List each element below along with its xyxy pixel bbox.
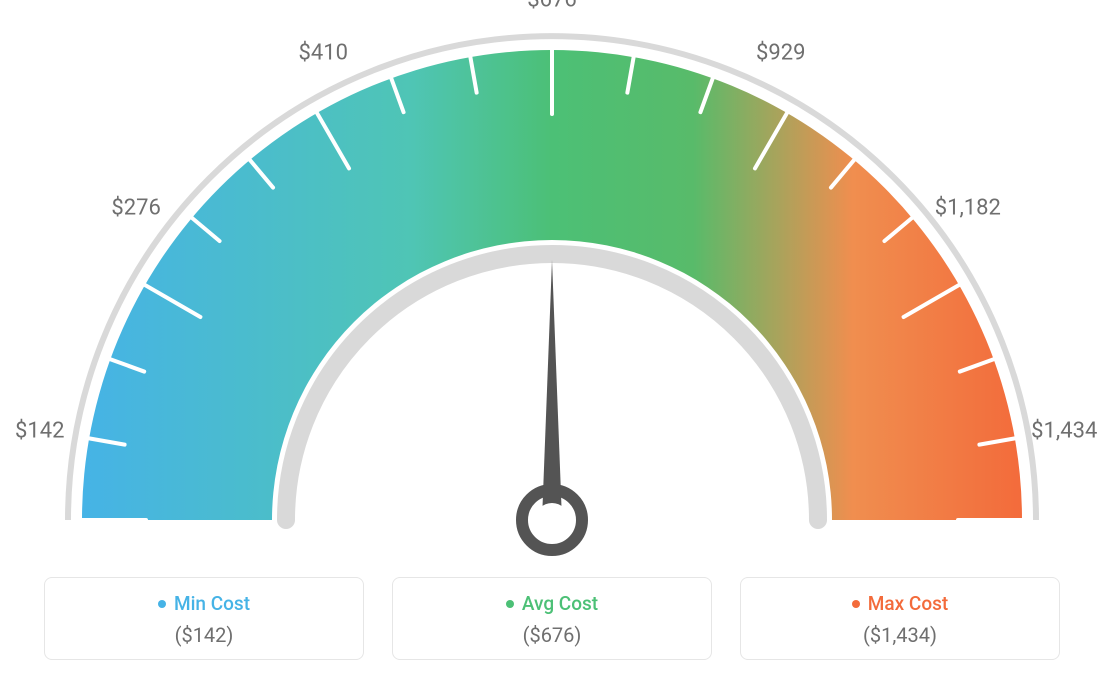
legend-title-max: Max Cost <box>852 592 948 615</box>
gauge-svg <box>0 0 1104 560</box>
legend-dot-avg <box>506 600 514 608</box>
gauge-scale-label: $276 <box>111 195 160 220</box>
legend-value-avg: ($676) <box>393 623 711 647</box>
legend-dot-max <box>852 600 860 608</box>
gauge-scale-label: $1,434 <box>1031 418 1097 443</box>
gauge-scale-label: $1,182 <box>935 195 1001 220</box>
legend-title-max-text: Max Cost <box>868 592 948 615</box>
legend-title-avg: Avg Cost <box>506 592 598 615</box>
legend-box-min: Min Cost ($142) <box>44 577 364 660</box>
legend-box-max: Max Cost ($1,434) <box>740 577 1060 660</box>
legend-value-min: ($142) <box>45 623 363 647</box>
legend-title-min: Min Cost <box>158 592 250 615</box>
legend-dot-min <box>158 600 166 608</box>
legend-title-min-text: Min Cost <box>174 592 250 615</box>
gauge-scale-label: $142 <box>15 418 64 443</box>
legend-title-avg-text: Avg Cost <box>522 592 598 615</box>
gauge-chart: $142 $276 $410 $676 $929 $1,182 $1,434 <box>0 0 1104 560</box>
gauge-scale-label: $410 <box>298 41 347 66</box>
legend-row: Min Cost ($142) Avg Cost ($676) Max Cost… <box>0 577 1104 660</box>
gauge-scale-label: $676 <box>527 0 576 13</box>
legend-value-max: ($1,434) <box>741 623 1059 647</box>
gauge-scale-label: $929 <box>756 41 805 66</box>
legend-box-avg: Avg Cost ($676) <box>392 577 712 660</box>
